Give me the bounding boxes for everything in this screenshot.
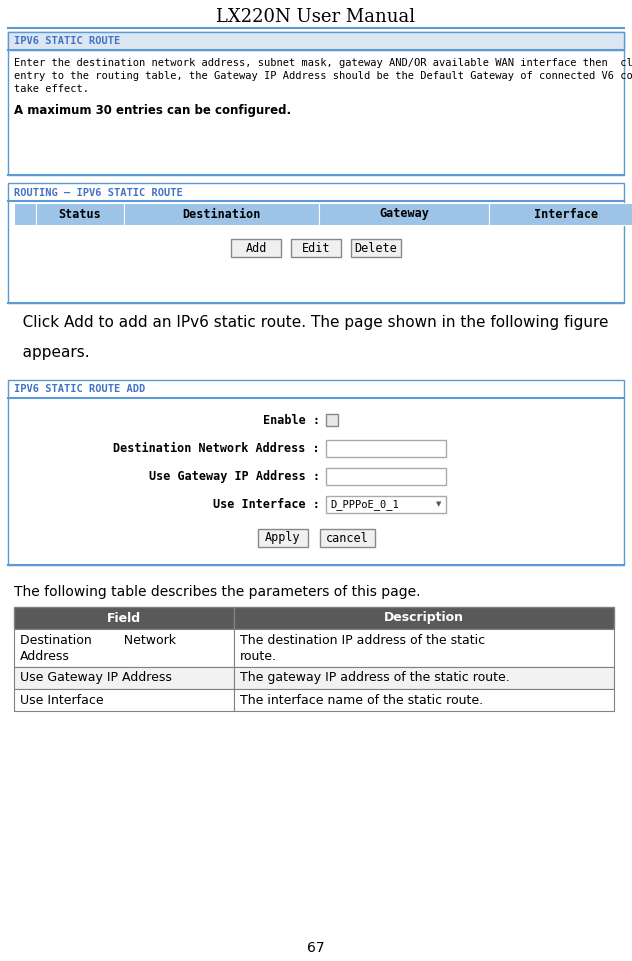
Bar <box>8 32 624 50</box>
Text: LX220N User Manual: LX220N User Manual <box>216 8 416 26</box>
Text: ROUTING – IPV6 STATIC ROUTE: ROUTING – IPV6 STATIC ROUTE <box>14 188 183 198</box>
Bar <box>326 468 446 485</box>
Bar <box>14 689 234 711</box>
Bar <box>257 529 308 547</box>
Text: Destination: Destination <box>182 208 260 220</box>
Bar <box>234 667 614 689</box>
Text: Use Gateway IP Address: Use Gateway IP Address <box>20 672 172 684</box>
Text: Use Gateway IP Address :: Use Gateway IP Address : <box>149 470 320 483</box>
Bar <box>36 203 124 225</box>
Bar <box>8 380 624 565</box>
Bar <box>320 529 375 547</box>
Text: ▼: ▼ <box>436 502 441 507</box>
Text: Description: Description <box>384 611 464 625</box>
Bar <box>124 203 319 225</box>
Bar <box>14 607 234 629</box>
Text: Add: Add <box>245 241 267 255</box>
Bar <box>291 239 341 257</box>
Text: The following table describes the parameters of this page.: The following table describes the parame… <box>14 585 420 599</box>
Bar <box>326 496 446 513</box>
Bar <box>8 183 624 303</box>
Text: Click Add to add an IPv6 static route. The page shown in the following figure: Click Add to add an IPv6 static route. T… <box>8 315 609 330</box>
Bar <box>234 629 614 667</box>
Text: Delete: Delete <box>355 241 398 255</box>
Text: take effect.: take effect. <box>14 84 89 94</box>
Text: cancel: cancel <box>325 531 368 545</box>
Text: Destination Network Address :: Destination Network Address : <box>113 442 320 455</box>
Bar <box>8 32 624 175</box>
Text: 67: 67 <box>307 941 325 955</box>
Text: A maximum 30 entries can be configured.: A maximum 30 entries can be configured. <box>14 104 291 117</box>
Text: D_PPPoE_0_1: D_PPPoE_0_1 <box>330 499 399 510</box>
Text: Use Interface: Use Interface <box>20 694 104 706</box>
Text: Destination        Network
Address: Destination Network Address <box>20 633 176 662</box>
Bar <box>351 239 401 257</box>
Text: The interface name of the static route.: The interface name of the static route. <box>240 694 483 706</box>
Bar <box>234 607 614 629</box>
Text: IPV6 STATIC ROUTE: IPV6 STATIC ROUTE <box>14 36 120 46</box>
Text: Enable :: Enable : <box>263 414 320 427</box>
Text: Status: Status <box>59 208 101 220</box>
Bar <box>326 440 446 457</box>
Text: Field: Field <box>107 611 141 625</box>
Bar <box>231 239 281 257</box>
Text: appears.: appears. <box>8 345 90 360</box>
Text: Interface: Interface <box>535 208 599 220</box>
Bar <box>14 629 234 667</box>
Text: The destination IP address of the static
route.: The destination IP address of the static… <box>240 633 485 662</box>
Bar <box>14 203 36 225</box>
Text: Apply: Apply <box>265 531 300 545</box>
Bar <box>14 667 234 689</box>
Text: Enter the destination network address, subnet mask, gateway AND/OR available WAN: Enter the destination network address, s… <box>14 58 632 68</box>
Text: IPV6 STATIC ROUTE ADD: IPV6 STATIC ROUTE ADD <box>14 384 145 394</box>
Text: Use Interface :: Use Interface : <box>213 498 320 511</box>
Text: entry to the routing table, the Gateway IP Address should be the Default Gateway: entry to the routing table, the Gateway … <box>14 71 632 81</box>
Text: Gateway: Gateway <box>379 208 429 220</box>
Text: Edit: Edit <box>301 241 331 255</box>
Bar <box>319 203 489 225</box>
Bar <box>489 203 632 225</box>
Bar <box>326 414 338 426</box>
Text: The gateway IP address of the static route.: The gateway IP address of the static rou… <box>240 672 510 684</box>
Bar <box>234 689 614 711</box>
